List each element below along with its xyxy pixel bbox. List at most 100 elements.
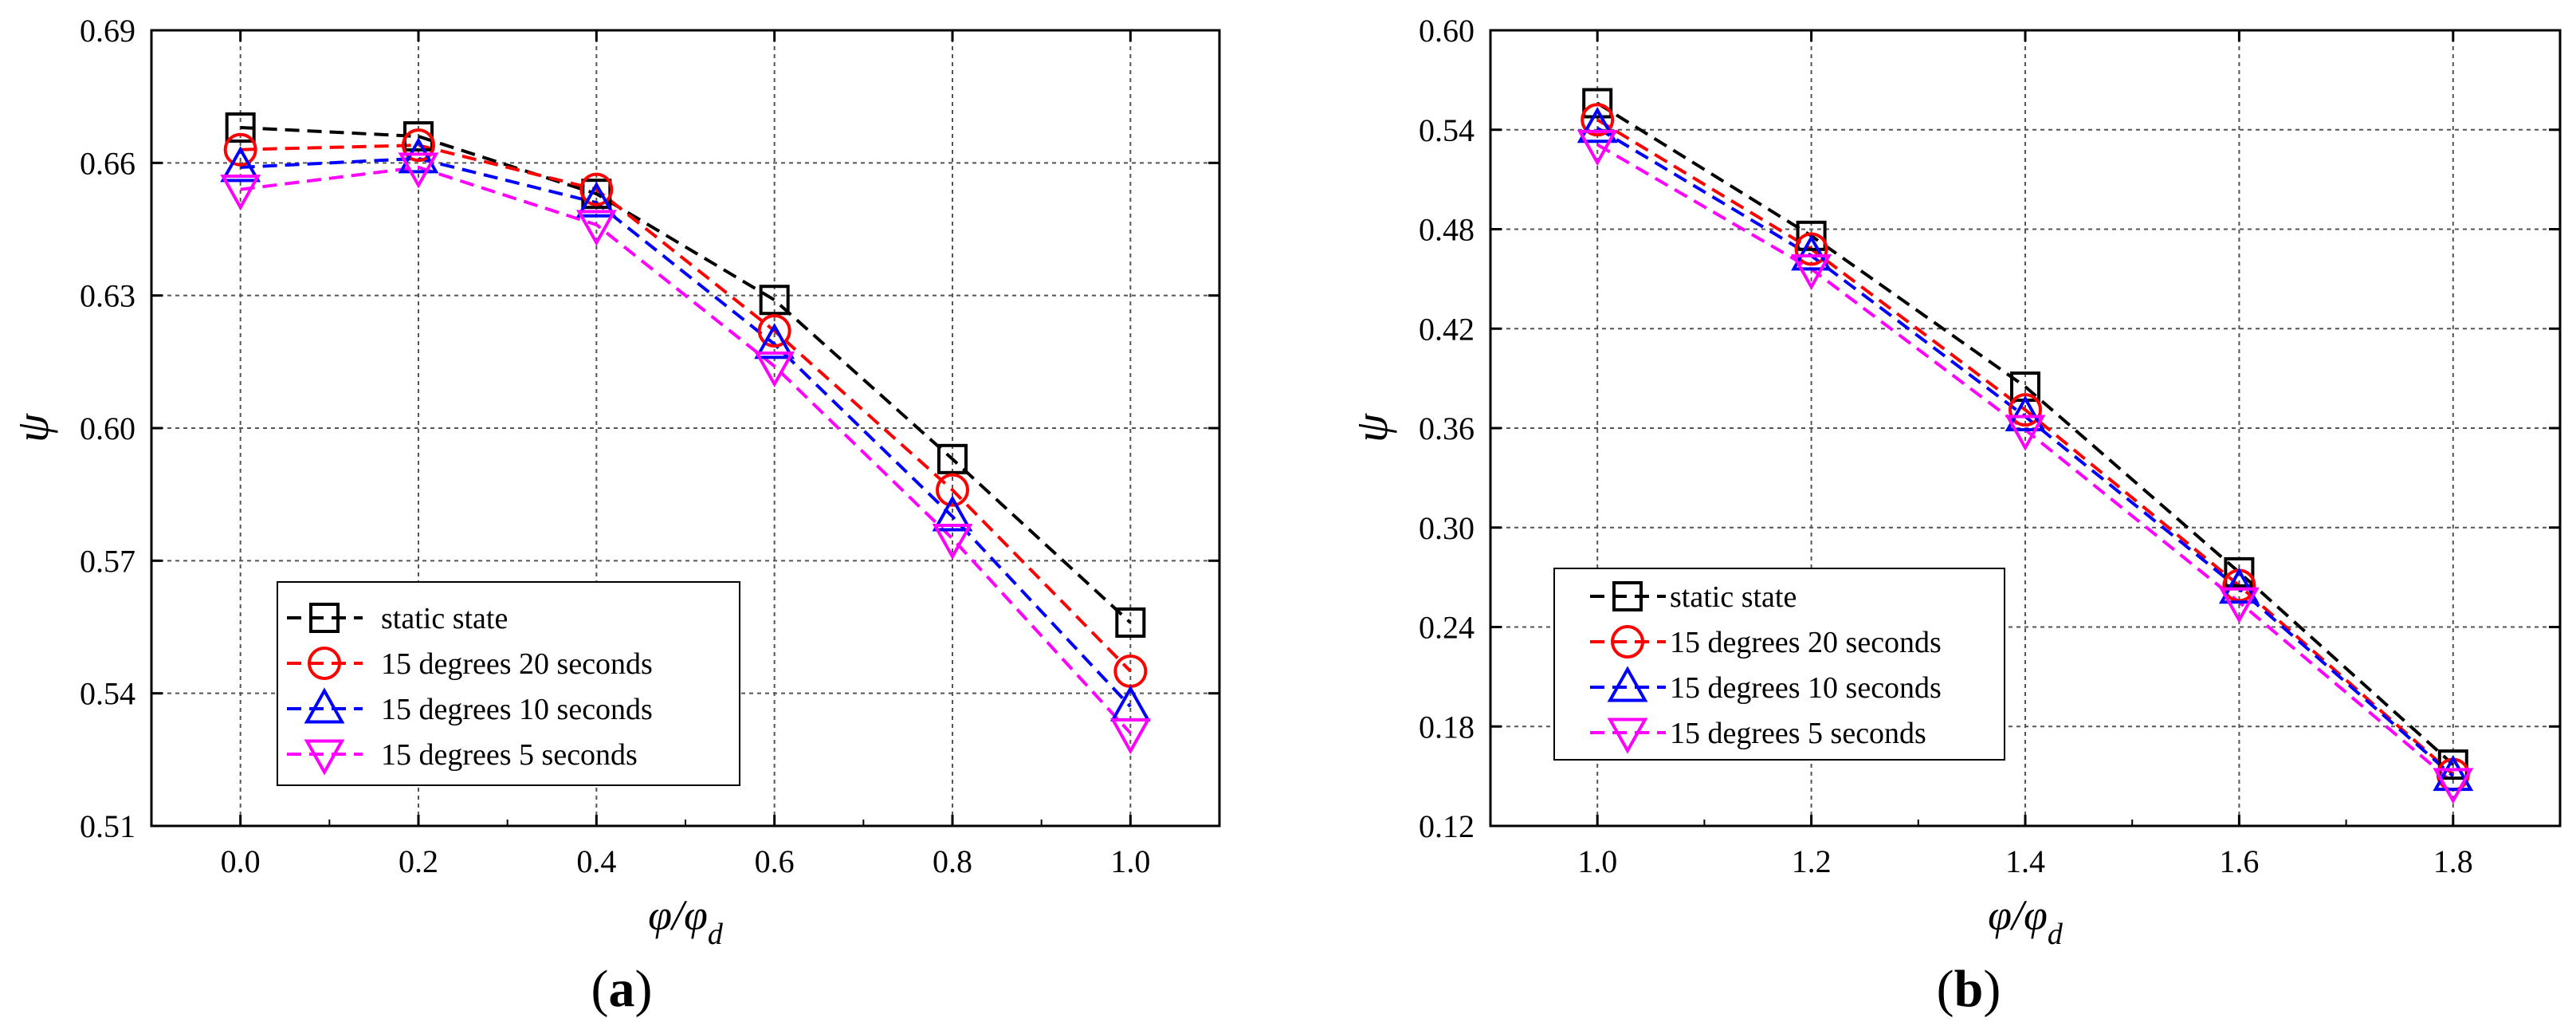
panel-label-close: ) [1983,960,2001,1018]
data-point-s3-p4 [932,524,973,560]
data-point-s2-p1 [398,137,439,174]
x-axis-title: φ/φd [1988,891,2064,951]
y-tick-label: 0.57 [80,543,135,579]
y-tick-label: 0.51 [80,808,135,844]
data-point-s0-p3 [2224,556,2255,588]
data-point-s1-p3 [757,314,791,348]
legend-marker [309,603,340,633]
legend-marker [304,687,345,724]
legend: static state 15 degrees 20 seconds 15 degr… [1553,568,2005,761]
y-tick-label: 0.30 [1419,510,1475,546]
data-point-s0-p1 [1796,220,1827,251]
panel-label-letter: b [1954,960,1984,1018]
data-point-s0-p0 [225,112,256,143]
legend-marker [1611,625,1644,659]
series-line-0 [1596,101,2455,766]
legend: static state 15 degrees 20 seconds 15 degr… [277,581,740,786]
data-point-s1-p1 [402,128,435,163]
data-point-s2-p3 [754,323,795,360]
data-point-s2-p2 [575,181,617,218]
data-point-s1-p0 [1581,103,1615,137]
legend-marker [1607,666,1648,702]
data-point-s3-p2 [2005,415,2046,451]
legend-marker [1607,718,1648,754]
y-axis-title: ψ [6,413,58,442]
y-tick-label: 0.42 [1419,311,1475,347]
legend-marker [308,647,341,680]
x-tick-label: 0.2 [399,843,438,879]
data-point-s0-p0 [1582,88,1613,119]
x-axis-title-main: φ/φ [1988,891,2048,939]
y-tick-label: 0.60 [80,411,135,446]
panel-label: (b) [1937,960,2001,1018]
series-line-1 [1596,118,2455,776]
data-point-s2-p3 [2218,568,2260,604]
panel-label-letter: a [609,960,635,1018]
data-point-s3-p1 [1791,254,1832,291]
data-point-s2-p0 [1577,107,1618,144]
y-tick-label: 0.24 [1419,610,1475,646]
data-point-s0-p3 [759,285,790,316]
x-axis-title-subscript: d [2048,918,2064,951]
data-point-s3-p4 [2433,768,2474,804]
x-tick-label: 1.0 [1577,843,1617,879]
series-line-3 [240,165,1132,734]
x-axis-title-subscript: d [708,918,724,951]
data-point-s2-p1 [1791,234,1832,271]
legend-label: static state [1670,580,1797,614]
data-point-s1-p2 [579,172,614,206]
legend-label: 15 degrees 20 seconds [381,647,653,681]
x-axis-title: φ/φd [648,891,724,951]
legend-label: 15 degrees 5 seconds [381,738,638,772]
data-point-s3-p5 [1109,718,1151,755]
panel-label-open: ( [591,960,609,1018]
legend-label: 15 degrees 20 seconds [1670,626,1942,659]
x-tick-label: 0.6 [755,843,795,879]
legend-label: static state [381,602,508,635]
legend-box [1553,568,2005,761]
legend-marker [304,739,345,776]
y-tick-label: 0.48 [1419,212,1475,248]
y-tick-label: 0.60 [1419,13,1475,49]
data-point-s1-p2 [2009,393,2042,427]
data-point-s0-p4 [937,443,968,474]
data-point-s2-p4 [932,495,973,532]
x-tick-label: 0.0 [221,843,261,879]
data-point-s3-p2 [575,210,617,246]
data-point-s0-p4 [2437,749,2468,780]
y-tick-label: 0.69 [80,13,135,49]
data-point-s1-p0 [223,132,257,167]
legend-label: 15 degrees 5 seconds [1670,717,1926,750]
y-tick-label: 0.12 [1419,808,1475,844]
legend-marker [1612,581,1643,611]
y-tick-label: 0.63 [80,278,135,314]
y-axis-title: ψ [1345,413,1397,442]
series-line-1 [240,144,1132,673]
data-point-s3-p0 [1577,129,1618,167]
y-tick-label: 0.36 [1419,411,1475,446]
data-point-s1-p1 [1794,232,1828,266]
chart-panel-b: 1.0 1.2 1.4 1.6 1.8 0.12 0.18 0.24 0.30 0.36 0.42 0… [1345,13,2562,1018]
data-point-s3-p0 [220,175,261,211]
data-point-s2-p2 [2005,395,2046,431]
legend-box [277,581,740,786]
x-tick-label: 1.6 [2219,843,2259,879]
x-tick-label: 0.8 [933,843,972,879]
y-tick-label: 0.18 [1419,709,1475,745]
x-tick-label: 1.8 [2433,843,2473,879]
chart-panel-a: 0.0 0.2 0.4 0.6 0.8 1.0 0.51 0.54 0.57 0.60 0.63 0.… [6,13,1221,1018]
panel-label: (a) [591,960,653,1018]
legend-label: 15 degrees 10 seconds [381,693,653,726]
x-tick-label: 1.0 [1110,843,1150,879]
data-point-s3-p3 [2218,587,2260,623]
y-tick-label: 0.54 [1419,112,1475,148]
data-point-s3-p3 [754,351,795,388]
data-point-s2-p4 [2433,754,2474,792]
x-tick-label: 1.4 [2005,843,2045,879]
data-point-s1-p4 [936,473,969,507]
x-tick-label: 1.2 [1792,843,1832,879]
panel-label-close: ) [635,960,653,1018]
series-line-0 [240,125,1132,624]
